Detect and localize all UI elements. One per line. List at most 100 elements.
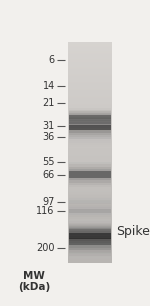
Bar <box>68 99 112 101</box>
Text: 21: 21 <box>42 98 55 108</box>
Bar <box>68 121 112 122</box>
Bar <box>68 147 112 148</box>
Bar <box>68 254 112 256</box>
Bar <box>68 169 112 170</box>
Bar <box>68 72 112 73</box>
Bar <box>68 64 112 65</box>
Bar <box>68 118 112 119</box>
Bar <box>68 183 112 184</box>
Bar <box>68 131 112 132</box>
Bar <box>68 68 112 69</box>
Bar <box>68 98 112 99</box>
Bar <box>68 201 112 202</box>
Bar <box>68 184 112 185</box>
Bar <box>68 185 112 186</box>
Bar <box>68 210 112 211</box>
Bar <box>68 159 112 160</box>
Bar <box>68 179 112 180</box>
Text: 97: 97 <box>42 197 55 207</box>
Bar <box>68 243 112 244</box>
Bar <box>68 115 112 116</box>
Bar <box>68 127 112 129</box>
Bar <box>68 88 112 90</box>
Bar <box>68 88 112 89</box>
Bar <box>68 200 112 201</box>
Bar <box>69 117 111 126</box>
Bar <box>68 162 112 164</box>
Bar <box>68 65 112 66</box>
Bar <box>68 157 112 158</box>
Bar <box>68 113 112 114</box>
Bar <box>69 120 111 135</box>
Bar <box>68 111 112 112</box>
Bar <box>68 66 112 67</box>
Bar <box>69 233 111 250</box>
Bar <box>68 53 112 54</box>
Bar <box>68 136 112 137</box>
Bar <box>68 121 112 123</box>
Bar <box>69 115 111 128</box>
Bar <box>68 106 112 107</box>
Bar <box>69 224 111 248</box>
Bar <box>68 206 112 207</box>
Bar <box>68 242 112 243</box>
Bar <box>68 62 112 63</box>
Bar <box>69 122 111 132</box>
Bar <box>68 230 112 231</box>
Bar <box>68 252 112 253</box>
Bar <box>68 124 112 125</box>
Bar <box>69 225 111 237</box>
Bar <box>68 232 112 233</box>
Text: 66: 66 <box>43 170 55 180</box>
Bar <box>68 154 112 155</box>
Bar <box>68 180 112 181</box>
Bar <box>68 52 112 53</box>
Bar <box>69 197 111 207</box>
Bar <box>68 150 112 151</box>
Bar <box>68 160 112 162</box>
Bar <box>68 126 112 127</box>
Bar <box>68 86 112 88</box>
Bar <box>68 210 112 211</box>
Bar <box>68 191 112 192</box>
Bar <box>68 202 112 203</box>
Bar <box>68 52 112 54</box>
Bar <box>68 55 112 56</box>
Bar <box>68 160 112 161</box>
Bar <box>68 95 112 96</box>
Bar <box>68 149 112 150</box>
Bar <box>68 144 112 145</box>
Bar <box>68 80 112 81</box>
Bar <box>69 236 111 248</box>
Bar <box>69 194 111 210</box>
Bar <box>68 158 112 159</box>
Bar <box>68 59 112 60</box>
Bar <box>68 236 112 237</box>
Bar <box>68 77 112 78</box>
Bar <box>69 114 111 129</box>
Bar <box>68 218 112 220</box>
Bar <box>68 171 112 173</box>
Bar <box>68 71 112 72</box>
Bar <box>68 204 112 206</box>
Bar <box>68 105 112 106</box>
Bar <box>69 135 111 139</box>
Bar <box>68 207 112 208</box>
Bar <box>68 182 112 184</box>
Bar <box>68 239 112 240</box>
Bar <box>69 129 111 145</box>
Bar <box>68 114 112 115</box>
Bar <box>69 119 111 124</box>
Bar <box>68 129 112 131</box>
Bar <box>68 252 112 253</box>
Bar <box>68 196 112 197</box>
Bar <box>68 112 112 113</box>
Bar <box>68 83 112 84</box>
Bar <box>68 220 112 221</box>
Bar <box>68 212 112 213</box>
Bar <box>68 212 112 214</box>
Bar <box>68 92 112 93</box>
Bar <box>68 91 112 92</box>
Bar <box>68 141 112 143</box>
Bar <box>68 165 112 166</box>
